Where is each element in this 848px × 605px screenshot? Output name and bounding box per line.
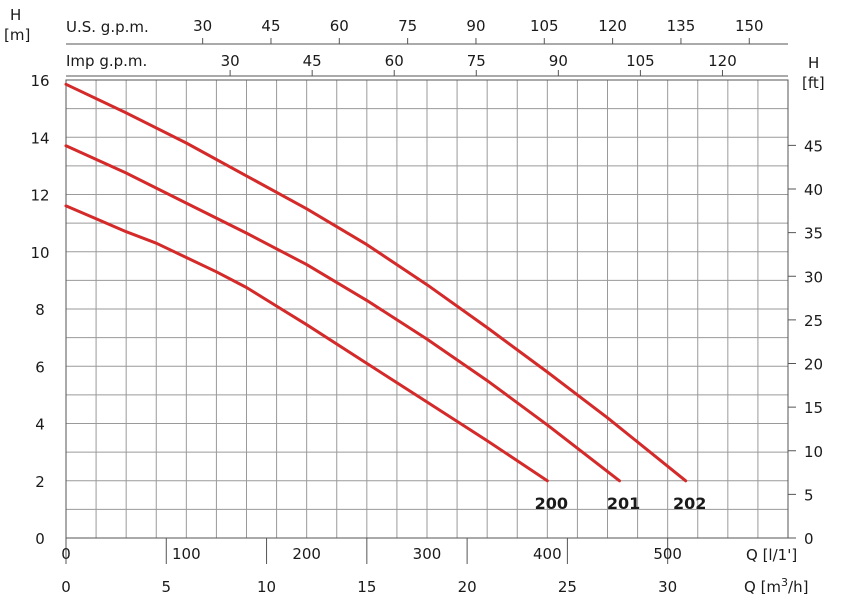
top-imp-tick-label: 45 xyxy=(303,52,322,70)
curve-201 xyxy=(64,144,621,483)
x2-axis-label-sup: 3 xyxy=(781,576,788,589)
top-axis-us-label: U.S. g.p.m. xyxy=(66,18,149,36)
top-us-tick-label: 45 xyxy=(261,17,280,35)
top-us-tick-label: 120 xyxy=(598,17,627,35)
y2-tick-label: 45 xyxy=(804,137,823,155)
y2-tick-label: 40 xyxy=(804,181,823,199)
y2-tick-label: 20 xyxy=(804,356,823,374)
x-tick-label: 0 xyxy=(61,545,71,563)
y-tick-label: 16 xyxy=(30,72,49,90)
x-tick-label: 300 xyxy=(413,545,442,563)
y2-tick-label: 15 xyxy=(804,399,823,417)
top-imp-tick-label: 90 xyxy=(549,52,568,70)
y-axis-label-top: H xyxy=(10,6,21,24)
top-imp-tick-label: 75 xyxy=(467,52,486,70)
top-us-tick-label: 60 xyxy=(330,17,349,35)
y2-axis-label-bottom: [ft] xyxy=(802,74,825,92)
y-tick-label: 8 xyxy=(35,301,45,319)
y2-tick-label: 5 xyxy=(804,486,814,504)
x-axis-label: Q [l/1'] xyxy=(746,546,797,564)
top-us-tick-label: 30 xyxy=(193,17,212,35)
x2-tick-label: 30 xyxy=(658,578,677,596)
grid xyxy=(66,80,788,538)
y2-axis-label-top: H xyxy=(808,54,819,72)
top-us-tick-label: 135 xyxy=(667,17,696,35)
x2-tick-label: 25 xyxy=(558,578,577,596)
top-us-tick-label: 90 xyxy=(466,17,485,35)
y-tick-label: 12 xyxy=(30,187,49,205)
x2-axis-label: Q [m3/h] xyxy=(744,576,808,596)
y2-tick-label: 0 xyxy=(804,530,814,548)
curve-200 xyxy=(64,204,549,483)
top-us-tick-label: 105 xyxy=(530,17,559,35)
curve-202 xyxy=(64,82,688,483)
y2-tick-label: 25 xyxy=(804,312,823,330)
top-imp-tick-label: 105 xyxy=(626,52,655,70)
x2-tick-label: 10 xyxy=(257,578,276,596)
plot-frame xyxy=(65,79,789,539)
tick-marks xyxy=(65,38,796,564)
curve-label-200: 200 xyxy=(535,494,568,513)
top-us-tick-label: 150 xyxy=(735,17,764,35)
y-tick-label: 0 xyxy=(35,530,45,548)
x2-tick-label: 15 xyxy=(357,578,376,596)
x-tick-label: 100 xyxy=(172,545,201,563)
x-tick-label: 500 xyxy=(653,545,682,563)
x-tick-label: 200 xyxy=(292,545,321,563)
y2-tick-label: 10 xyxy=(804,443,823,461)
y-tick-label: 14 xyxy=(30,129,49,147)
x2-axis-label-main: Q [m xyxy=(744,578,781,596)
curve-label-202: 202 xyxy=(673,494,706,513)
x2-axis-label-tail: /h] xyxy=(788,578,808,596)
top-imp-tick-label: 30 xyxy=(221,52,240,70)
x2-tick-label: 5 xyxy=(162,578,172,596)
y-tick-label: 2 xyxy=(35,473,45,491)
curves xyxy=(64,82,688,483)
x-tick-label: 400 xyxy=(533,545,562,563)
top-imp-tick-label: 60 xyxy=(385,52,404,70)
y2-tick-label: 35 xyxy=(804,225,823,243)
y-tick-label: 6 xyxy=(35,358,45,376)
top-us-tick-label: 75 xyxy=(398,17,417,35)
x2-tick-label: 20 xyxy=(458,578,477,596)
top-imp-tick-label: 120 xyxy=(708,52,737,70)
curve-label-201: 201 xyxy=(607,494,640,513)
y-tick-label: 10 xyxy=(30,244,49,262)
x2-tick-label: 0 xyxy=(61,578,71,596)
y-axis-label-bottom: [m] xyxy=(4,26,30,44)
top-axis-imp-label: Imp g.p.m. xyxy=(66,52,147,70)
y-tick-label: 4 xyxy=(35,416,45,434)
y2-tick-label: 30 xyxy=(804,268,823,286)
